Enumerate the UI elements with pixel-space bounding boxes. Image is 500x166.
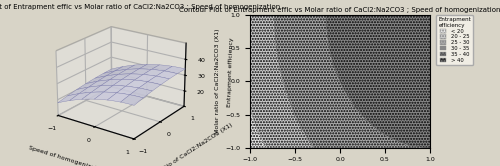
Legend: < 20, 20 - 25, 25 - 30, 30 - 35, 35 - 40, > 40: < 20, 20 - 25, 25 - 30, 30 - 35, 35 - 40… <box>436 15 473 65</box>
Y-axis label: Molar ratio of CaCl2:Na2CO3 (X1): Molar ratio of CaCl2:Na2CO3 (X1) <box>214 29 220 134</box>
Title: Surface Plot of Entrapment effic vs Molar ratio of CaCl2:Na2CO3 ; Speed of homog: Surface Plot of Entrapment effic vs Mola… <box>0 4 280 10</box>
Title: Contour Plot of Entrapment effic vs Molar ratio of CaCl2:Na2CO3 ; Speed of homog: Contour Plot of Entrapment effic vs Mola… <box>179 7 500 13</box>
Y-axis label: Molar ratio of CaCl2:Na2CO3 (X1): Molar ratio of CaCl2:Na2CO3 (X1) <box>142 122 234 166</box>
X-axis label: Speed of homogenization (X3): Speed of homogenization (X3) <box>28 146 121 166</box>
